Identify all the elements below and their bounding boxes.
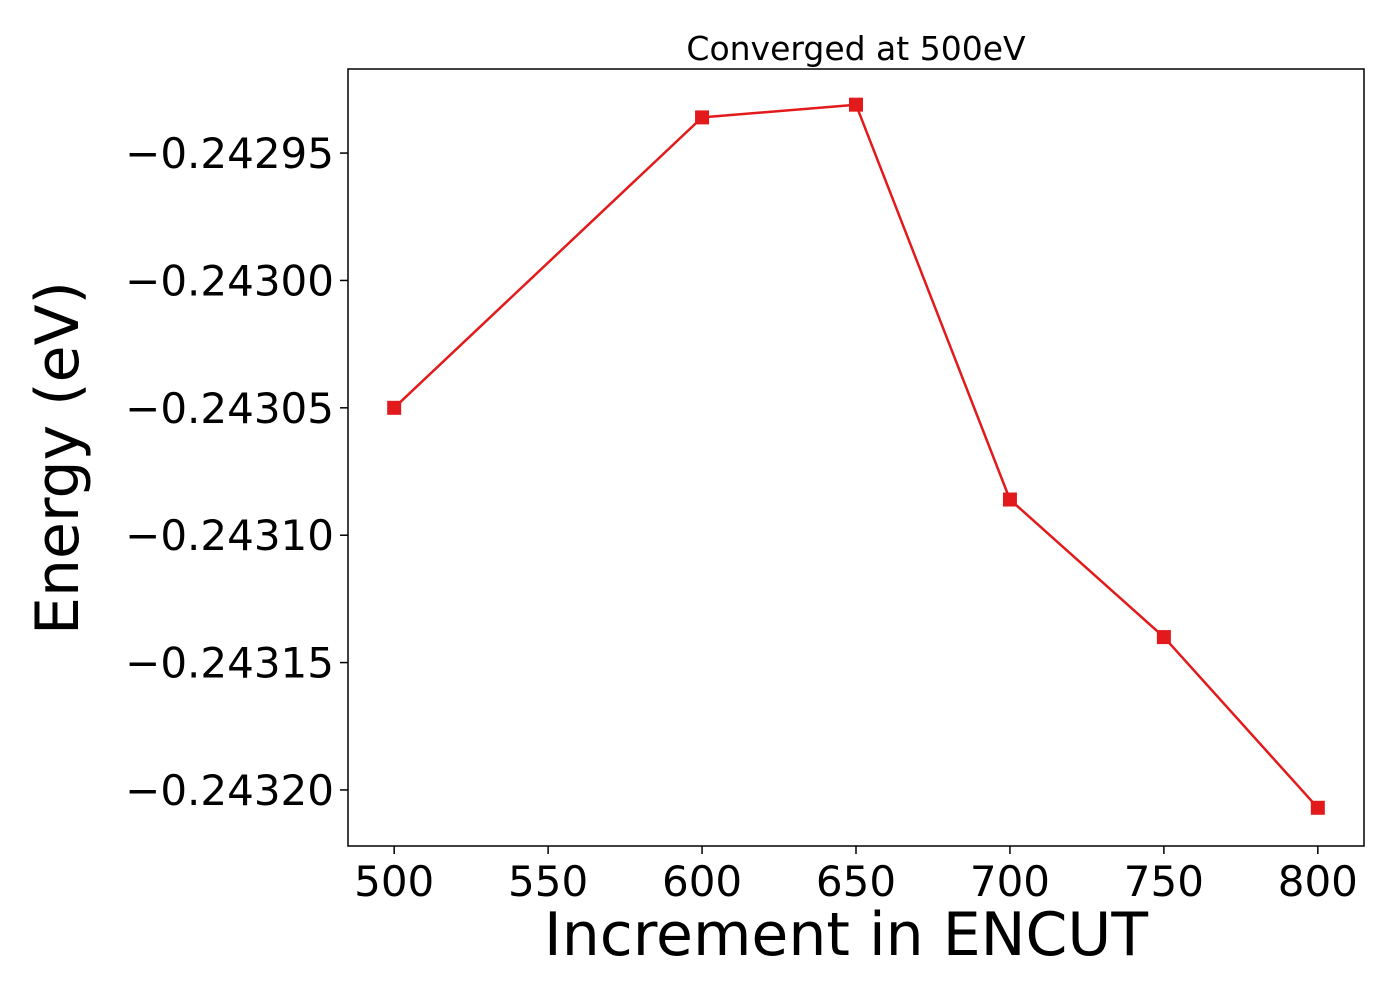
x-axis-ticks: 500 550 600 650 700 750 800 <box>354 846 1358 906</box>
y-tick-label: −0.24295 <box>125 129 334 178</box>
data-point-marker <box>1310 800 1325 815</box>
data-point-marker <box>1002 492 1017 507</box>
x-tick-label: 600 <box>662 857 742 906</box>
plot-area-frame <box>347 68 1365 847</box>
x-tick-label: 750 <box>1124 857 1204 906</box>
x-tick-label: 800 <box>1278 857 1358 906</box>
x-tick-label: 500 <box>354 857 434 906</box>
chart-title: Converged at 500eV <box>686 29 1026 68</box>
x-tick-label: 700 <box>970 857 1050 906</box>
y-tick-label: −0.24320 <box>125 766 334 815</box>
y-axis-ticks: −0.24295 −0.24300 −0.24305 −0.24310 −0.24315… <box>125 129 348 815</box>
y-tick-label: −0.24305 <box>125 384 334 433</box>
y-tick-label: −0.24310 <box>125 511 334 560</box>
data-point-marker <box>695 110 710 125</box>
series-layer <box>387 97 1325 815</box>
data-point-marker <box>387 400 402 415</box>
data-point-marker <box>1156 630 1171 645</box>
x-tick-label: 650 <box>816 857 896 906</box>
data-point-marker <box>849 97 863 112</box>
y-axis-label: Energy (eV) <box>23 281 93 635</box>
x-tick-label: 550 <box>508 857 588 906</box>
y-tick-label: −0.24315 <box>125 639 334 688</box>
series-line <box>393 103 1319 809</box>
x-axis-label: Increment in ENCUT <box>544 900 1148 970</box>
y-tick-label: −0.24300 <box>125 256 334 305</box>
